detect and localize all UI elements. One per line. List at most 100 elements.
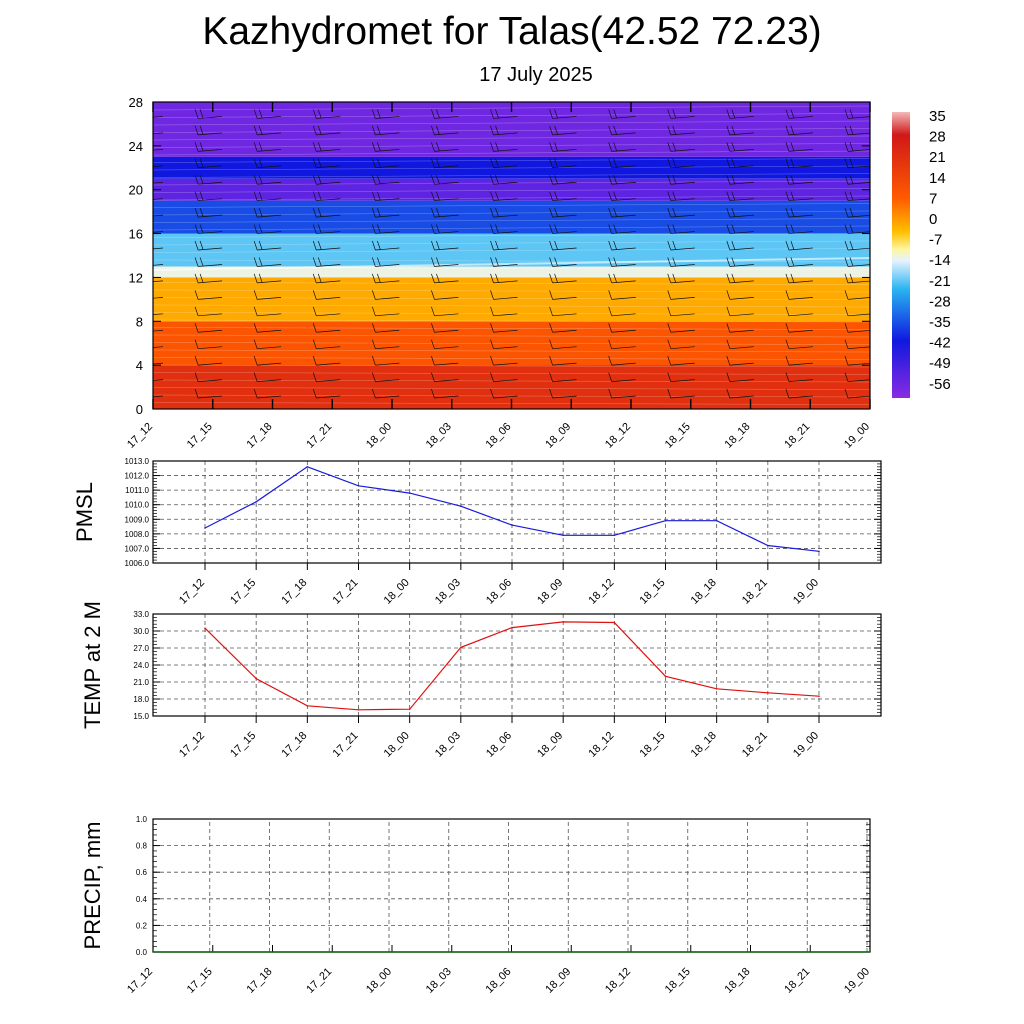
x-tick-label: 17_21 (331, 730, 361, 760)
isotherm-line (153, 135, 870, 141)
data-point (204, 527, 206, 529)
wind-barb (431, 356, 459, 366)
colorbar: 35 28 21 14 7 0 -7 -14 -21 -28 -35 -42 -49 -56 (892, 108, 951, 398)
wind-barb (194, 109, 223, 119)
x-tick-label: 17_15 (228, 730, 258, 760)
x-tick-label: 18_09 (543, 421, 573, 451)
wind-barb (431, 273, 459, 284)
y-tick-label: 8 (136, 314, 143, 329)
wind-barb (726, 175, 754, 185)
y-tick-label: 1013.0 (125, 457, 150, 466)
x-tick-label: 18_21 (782, 421, 812, 451)
wind-barb (726, 158, 754, 169)
isotherm-line (153, 319, 870, 323)
x-tick-label: 18_12 (586, 577, 616, 607)
temp-panel: 15.0 18.0 21.0 24.0 27.0 30.0 33.0 17_12 17_15 17… (80, 601, 882, 760)
data-point (818, 695, 820, 697)
wind-barb (312, 388, 341, 399)
x-tick-label: 18_09 (535, 577, 565, 607)
wind-barb (549, 142, 577, 152)
wind-barb (153, 231, 164, 233)
wind-barb (490, 323, 518, 333)
y-tick-label: 0.0 (136, 948, 148, 957)
wind-barb (253, 109, 282, 119)
wind-barb (549, 323, 577, 333)
isotherm-line (153, 150, 870, 156)
wind-barb (153, 346, 164, 348)
data-point (204, 627, 206, 629)
wind-barb (312, 142, 341, 152)
wind-barb (372, 257, 400, 267)
y-tick-label: 15.0 (133, 712, 149, 721)
wind-barb (312, 158, 341, 169)
wind-barb (667, 306, 695, 317)
wind-barb (312, 240, 341, 251)
y-tick-label: 1007.0 (125, 544, 150, 553)
wind-barb (608, 191, 636, 202)
wind-barb (253, 208, 282, 218)
wind-barb (667, 142, 695, 152)
x-tick-label: 17_18 (245, 421, 275, 451)
wind-barb (726, 339, 754, 350)
data-point (818, 550, 820, 553)
wind-barb (844, 323, 870, 333)
x-tick-label: 18_06 (484, 421, 514, 451)
wind-barb (667, 109, 695, 119)
wind-barb (194, 224, 223, 234)
x-tick-label: 18_09 (535, 730, 565, 760)
wind-barb (312, 290, 341, 300)
data-point (664, 675, 667, 678)
wind-barb (667, 175, 695, 185)
wind-barb (253, 388, 282, 399)
data-point (715, 519, 718, 522)
wind-barb (312, 109, 341, 119)
isotherm-line (153, 327, 870, 330)
y-tick-label: 1006.0 (125, 559, 150, 568)
wind-barb (785, 372, 813, 382)
colorbar-label: -42 (929, 335, 951, 352)
wind-barb (431, 306, 459, 317)
wind-barb (153, 148, 164, 151)
wind-barb (490, 240, 518, 251)
x-tick-label: 17_12 (125, 966, 155, 996)
isotherm-line (153, 225, 870, 231)
wind-barb (726, 273, 754, 284)
wind-barb (667, 273, 695, 284)
wind-barb (549, 306, 577, 317)
isotherm-line (153, 158, 870, 163)
y-tick-label: 0 (136, 402, 143, 417)
wind-barb (431, 257, 459, 267)
wind-barb (431, 125, 459, 136)
wind-barb (312, 224, 341, 234)
wind-barb (490, 290, 518, 300)
wind-barb (253, 142, 282, 152)
data-point (562, 621, 564, 623)
wind-barb (726, 142, 754, 152)
colorbar-label: 21 (929, 149, 946, 166)
wind-barb (726, 356, 754, 366)
isotherm-line (153, 342, 870, 345)
panel-frame (152, 818, 871, 953)
wind-barb (490, 306, 518, 317)
wind-barb (194, 306, 223, 317)
wind-barb (608, 158, 636, 169)
x-tick-label: 18_15 (663, 966, 693, 996)
x-tick-label: 18_12 (586, 730, 616, 760)
wind-barb (253, 257, 282, 267)
data-point (511, 626, 513, 629)
wind-barb (726, 208, 754, 218)
wind-barb (785, 125, 813, 136)
y-tick-label: 30.0 (133, 627, 149, 636)
wind-barb (608, 372, 636, 382)
x-tick-label: 19_00 (842, 966, 872, 996)
y-tick-label: 4 (136, 358, 143, 373)
wind-barb (608, 240, 636, 251)
wind-barb (667, 208, 695, 218)
wind-barb (785, 306, 813, 317)
temperature-band (153, 178, 870, 201)
x-tick-label: 18_00 (364, 966, 394, 996)
y-tick-label: 0.6 (136, 868, 148, 877)
x-tick-label: 19_00 (791, 730, 821, 760)
wind-barb (549, 290, 577, 300)
